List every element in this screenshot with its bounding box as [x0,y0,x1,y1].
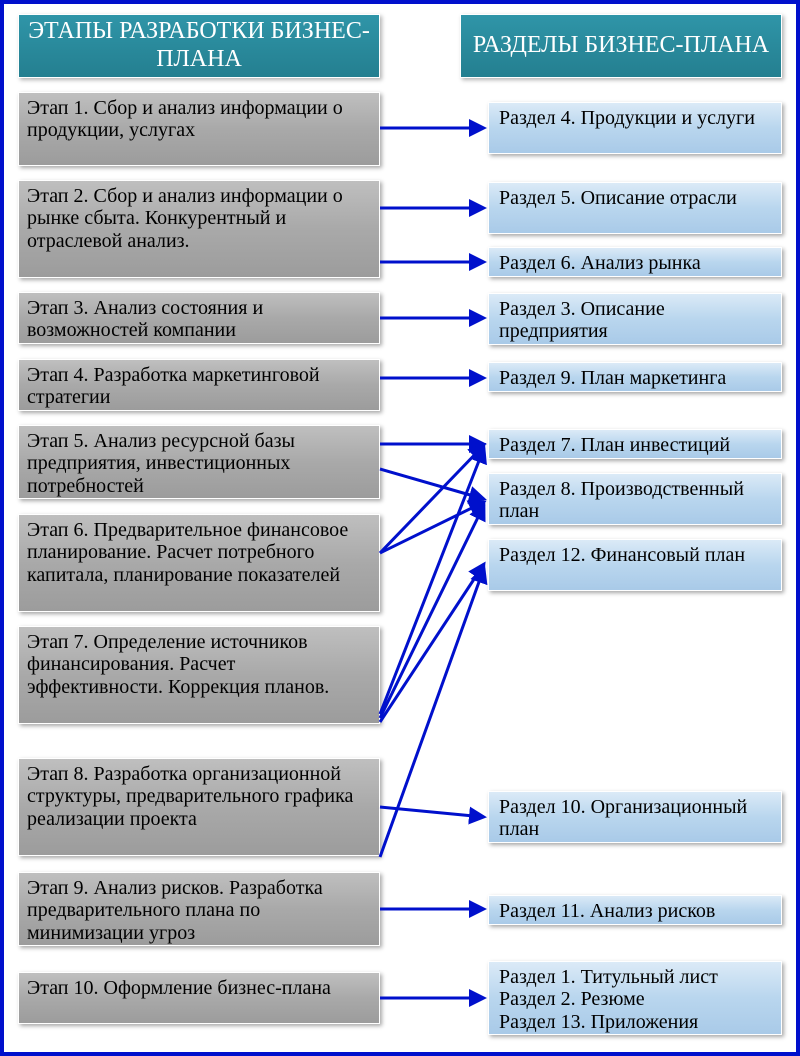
stage-text: Этап 9. Анализ рисков. Разработка предва… [27,877,371,944]
section-box: Раздел 7. План инвестиций [488,429,782,459]
diagram-frame: ЭТАПЫ РАЗРАБОТКИ БИЗНЕС-ПЛАНА РАЗДЕЛЫ БИ… [0,0,800,1056]
section-text: Раздел 6. Анализ рынка [499,252,701,274]
section-text: Раздел 12. Финансовый план [499,544,745,566]
arrow-line [380,445,484,553]
stage-text: Этап 2. Сбор и анализ информации о рынке… [27,185,371,252]
stage-box: Этап 10. Оформление бизнес-плана [18,972,380,1024]
section-box: Раздел 3. Описание предприятия [488,293,782,345]
stage-box: Этап 6. Предварительное финансовое плани… [18,514,380,612]
section-text: Раздел 3. Описание предприятия [499,298,771,343]
stage-text: Этап 3. Анализ состояния и возможностей … [27,297,371,342]
arrow-line [380,502,484,553]
section-box: Раздел 9. План маркетинга [488,362,782,392]
stage-box: Этап 5. Анализ ресурсной базы предприяти… [18,425,380,499]
section-text: Раздел 4. Продукции и услуги [499,107,755,129]
section-text: Раздел 5. Описание отрасли [499,187,737,209]
stage-box: Этап 3. Анализ состояния и возможностей … [18,292,380,344]
section-box: Раздел 4. Продукции и услуги [488,102,782,154]
arrow-line [380,448,484,714]
stage-box: Этап 7. Определение источников финансиро… [18,626,380,724]
arrow-line [380,505,484,718]
header-sections-text: РАЗДЕЛЫ БИЗНЕС-ПЛАНА [473,32,769,60]
stage-text: Этап 10. Оформление бизнес-плана [27,977,331,999]
header-stages: ЭТАПЫ РАЗРАБОТКИ БИЗНЕС-ПЛАНА [18,14,380,78]
stage-box: Этап 1. Сбор и анализ информации о проду… [18,92,380,166]
arrow-line [380,564,484,722]
section-text: Раздел 1. Титульный лист Раздел 2. Резюм… [499,966,718,1033]
section-text: Раздел 9. План маркетинга [499,367,726,389]
arrow-line [380,469,484,499]
stage-box: Этап 4. Разработка маркетинговой стратег… [18,359,380,411]
section-text: Раздел 8. Производственный план [499,478,771,523]
section-box: Раздел 12. Финансовый план [488,539,782,591]
stage-text: Этап 7. Определение источников финансиро… [27,631,371,698]
stage-text: Этап 4. Разработка маркетинговой стратег… [27,364,371,409]
stage-text: Этап 6. Предварительное финансовое плани… [27,519,371,586]
section-text: Раздел 7. План инвестиций [499,434,730,456]
section-box: Раздел 11. Анализ рисков [488,895,782,925]
stage-text: Этап 1. Сбор и анализ информации о проду… [27,97,371,142]
header-sections: РАЗДЕЛЫ БИЗНЕС-ПЛАНА [460,14,782,78]
stage-box: Этап 2. Сбор и анализ информации о рынке… [18,180,380,278]
stage-text: Этап 5. Анализ ресурсной базы предприяти… [27,430,371,497]
section-box: Раздел 8. Производственный план [488,473,782,525]
section-box: Раздел 10. Организационный план [488,791,782,843]
header-stages-text: ЭТАПЫ РАЗРАБОТКИ БИЗНЕС-ПЛАНА [23,18,375,73]
stage-box: Этап 9. Анализ рисков. Разработка предва… [18,872,380,946]
section-text: Раздел 10. Организационный план [499,796,771,841]
stage-text: Этап 8. Разработка организационной струк… [27,763,371,830]
section-box: Раздел 6. Анализ рынка [488,247,782,277]
arrow-line [380,807,484,817]
section-box: Раздел 5. Описание отрасли [488,182,782,234]
section-text: Раздел 11. Анализ рисков [499,900,715,922]
arrow-line [380,568,484,857]
section-box: Раздел 1. Титульный лист Раздел 2. Резюм… [488,961,782,1035]
stage-box: Этап 8. Разработка организационной струк… [18,758,380,856]
